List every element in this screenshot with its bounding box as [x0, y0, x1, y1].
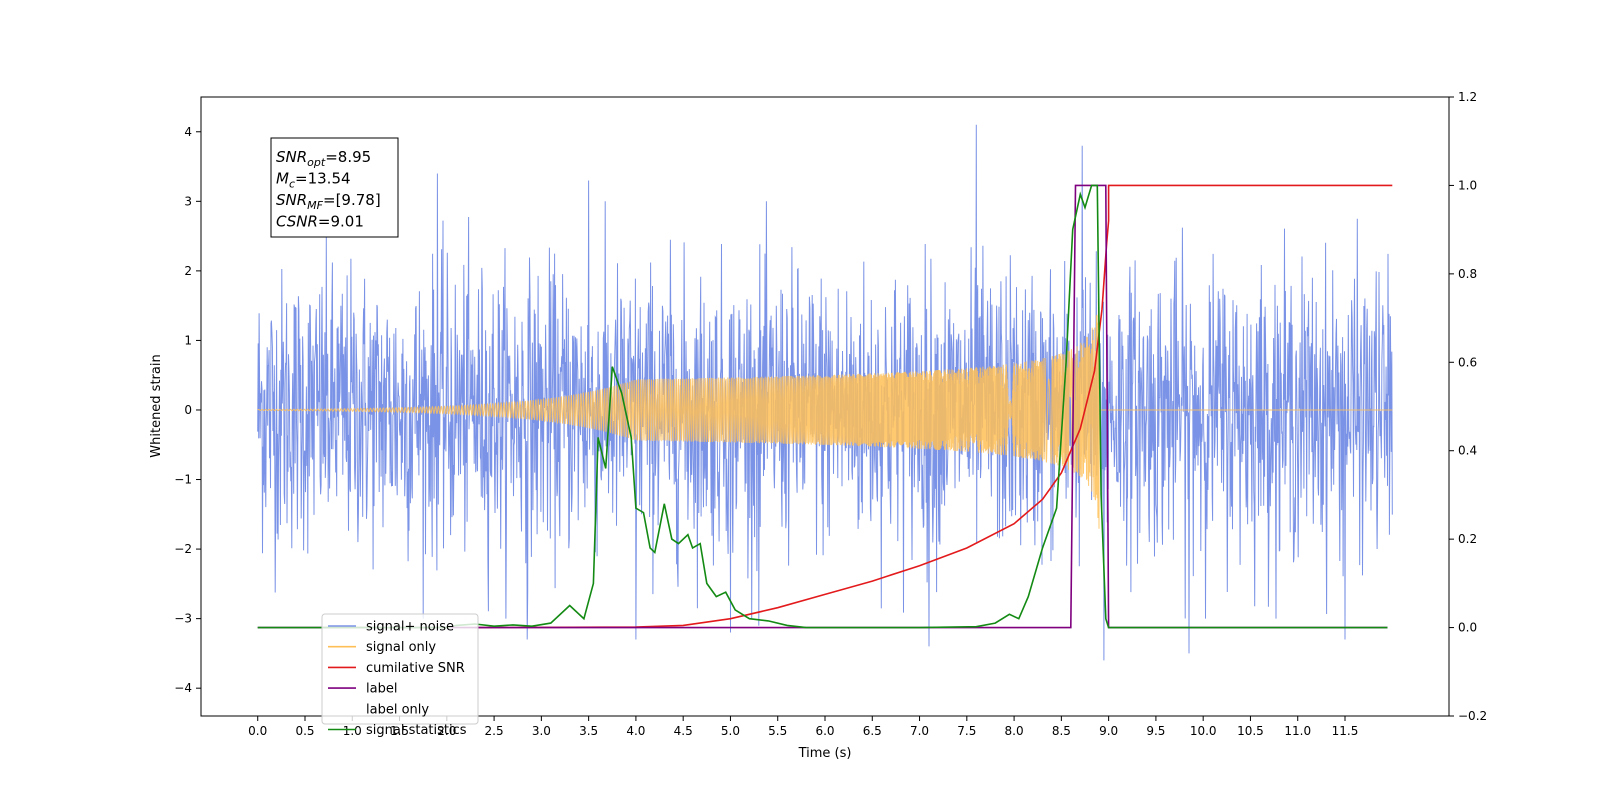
x-tick-label: 2.5: [485, 724, 504, 738]
x-tick-label: 8.5: [1052, 724, 1071, 738]
legend-label: cumilative SNR: [366, 661, 465, 676]
series-signal-only: [257, 298, 1393, 529]
y2-tick-label: 1.2: [1458, 90, 1477, 104]
y-axis-left: −4 −3 −2 −1 0 1 2 3 4: [174, 125, 201, 695]
y-tick-label: 4: [184, 125, 192, 139]
legend-label: label only: [366, 702, 429, 717]
x-tick-label: 11.0: [1284, 724, 1311, 738]
x-tick-label: 4.5: [674, 724, 693, 738]
y-tick-label: −2: [174, 542, 192, 556]
annotation-line: Mc=13.54: [276, 170, 351, 191]
legend-label: signal only: [366, 640, 436, 655]
x-tick-label: 1.0: [343, 724, 362, 738]
y-tick-label: 1: [184, 333, 192, 347]
y2-tick-label: 0.2: [1458, 532, 1477, 546]
x-tick-label: 11.5: [1332, 724, 1359, 738]
y-tick-label: −1: [174, 473, 192, 487]
y-axis-right: −0.2 0.0 0.2 0.4 0.6 0.8 1.0 1.2: [1449, 90, 1487, 723]
x-tick-label: 6.0: [815, 724, 834, 738]
y-tick-label: 3: [184, 194, 192, 208]
y-axis-label: Whitened strain: [149, 354, 164, 457]
x-tick-label: 9.0: [1099, 724, 1118, 738]
series-signal-noise: [257, 124, 1393, 661]
x-tick-label: 0.0: [248, 724, 267, 738]
y-tick-label: −4: [174, 681, 192, 695]
annotation-line: CSNR=9.01: [276, 213, 364, 231]
x-tick-label: 9.5: [1146, 724, 1165, 738]
x-axis: 0.0 0.5 1.0 1.5 2.0 2.5 3.0 3.5 4.0 4.5 5.0 5.5 6.0 6…: [248, 716, 1358, 738]
x-tick-label: 7.0: [910, 724, 929, 738]
x-tick-label: 0.5: [295, 724, 314, 738]
x-tick-label: 8.0: [1005, 724, 1024, 738]
x-tick-label: 6.5: [863, 724, 882, 738]
annotation-line: SNRMF=[9.78]: [276, 191, 381, 212]
x-tick-label: 5.5: [768, 724, 787, 738]
legend-label: label: [366, 682, 397, 697]
y-tick-label: 2: [184, 264, 192, 278]
x-tick-label: 3.0: [532, 724, 551, 738]
legend: signal+ noise signal only cumilative SNR la…: [321, 613, 479, 738]
legend-label: signal+ noise: [366, 620, 454, 635]
x-tick-label: 7.5: [957, 724, 976, 738]
series-layer: [257, 124, 1393, 661]
y2-tick-label: 0.8: [1458, 267, 1477, 281]
series-signal-statistics: [257, 184, 1388, 629]
x-tick-label: 1.5: [390, 724, 409, 738]
x-axis-label: Time (s): [798, 746, 852, 761]
annotation-line: SNRopt=8.95: [276, 148, 371, 169]
y2-tick-label: 0.6: [1458, 355, 1477, 369]
annotation-frame: [270, 137, 399, 238]
y2-tick-label: 0.0: [1458, 621, 1477, 635]
y2-tick-label: 1.0: [1458, 178, 1477, 192]
y2-tick-label: −0.2: [1458, 709, 1487, 723]
x-tick-label: 10.5: [1237, 724, 1264, 738]
y-tick-label: −3: [174, 612, 192, 626]
legend-label: signal statistics: [366, 723, 467, 738]
legend-frame: [321, 613, 479, 725]
y2-tick-label: 0.4: [1458, 444, 1477, 458]
x-tick-label: 4.0: [626, 724, 645, 738]
x-tick-label: 5.0: [721, 724, 740, 738]
y-tick-label: 0: [184, 403, 192, 417]
x-tick-label: 3.5: [579, 724, 598, 738]
x-tick-label: 10.0: [1190, 724, 1217, 738]
x-tick-label: 2.0: [437, 724, 456, 738]
